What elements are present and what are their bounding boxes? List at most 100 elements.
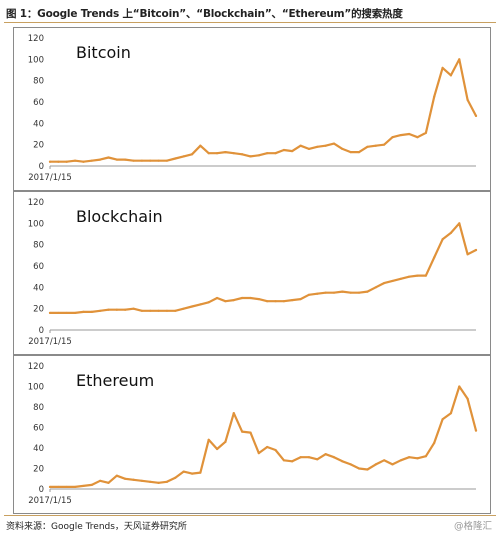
bitcoin-chart-panel: 0 20 40 60 80 100 120 2017/1/15 Bitcoin xyxy=(13,27,491,191)
footer-divider xyxy=(4,515,496,516)
bitcoin-data-point xyxy=(57,160,60,163)
ethereum-data-point xyxy=(408,456,411,459)
bitcoin-data-point xyxy=(466,98,469,101)
bitcoin-chart: 0 20 40 60 80 100 120 2017/1/15 Bitcoin xyxy=(28,34,478,183)
bitcoin-data-point xyxy=(65,160,68,163)
ethereum-data-point xyxy=(383,459,386,462)
blockchain-data-point xyxy=(408,275,411,278)
bitcoin-data-point xyxy=(416,136,419,139)
ethereum-y-tick-label: 0 xyxy=(39,485,44,495)
bitcoin-data-point xyxy=(107,156,110,159)
bitcoin-data-point xyxy=(274,152,277,155)
ethereum-data-point xyxy=(266,445,269,449)
blockchain-data-point xyxy=(332,291,336,294)
blockchain-y-tick-label: 100 xyxy=(28,219,44,229)
blockchain-data-point xyxy=(441,238,444,241)
bitcoin-data-point xyxy=(157,159,160,162)
ethereum-data-point xyxy=(424,455,427,458)
blockchain-data-point xyxy=(383,281,386,285)
ethereum-data-point xyxy=(316,458,319,461)
blockchain-data-point xyxy=(48,311,52,315)
bitcoin-data-point xyxy=(199,144,202,147)
bitcoin-data-point xyxy=(366,145,369,148)
blockchain-data-point xyxy=(307,293,311,296)
bitcoin-y-tick-label: 40 xyxy=(33,119,44,129)
blockchain-data-point xyxy=(391,279,394,283)
ethereum-data-point xyxy=(232,412,235,415)
blockchain-series-line xyxy=(48,222,478,314)
ethereum-chart: 0 20 40 60 80 100 120 2017/1/15 Ethereum xyxy=(28,362,478,506)
ethereum-data-point xyxy=(282,459,285,462)
ethereum-data-point xyxy=(299,456,302,459)
bitcoin-chart-title: Bitcoin xyxy=(76,43,131,62)
ethereum-x-tick-label: 2017/1/15 xyxy=(28,496,72,506)
bitcoin-y-tick-label: 0 xyxy=(39,162,44,172)
bitcoin-data-point xyxy=(324,144,327,147)
ethereum-chart-title: Ethereum xyxy=(76,371,154,390)
bitcoin-data-point xyxy=(383,143,386,146)
bitcoin-data-point xyxy=(140,159,143,162)
blockchain-data-point xyxy=(341,290,344,293)
blockchain-data-point xyxy=(274,300,277,303)
watermark: @格隆汇 xyxy=(453,521,492,532)
blockchain-data-point xyxy=(316,292,319,295)
bitcoin-y-tick-label: 100 xyxy=(28,55,44,65)
bitcoin-y-tick-label: 20 xyxy=(33,141,44,151)
figure-title: 图 1：Google Trends 上“Bitcoin”、“Blockchain… xyxy=(6,8,403,20)
blockchain-data-point xyxy=(299,297,302,301)
blockchain-data-point xyxy=(374,286,377,289)
ethereum-data-point xyxy=(349,463,352,466)
blockchain-data-point xyxy=(65,311,68,315)
ethereum-y-tick-label: 100 xyxy=(28,383,44,393)
ethereum-data-point xyxy=(366,468,369,471)
bitcoin-series-line xyxy=(48,58,478,163)
ethereum-data-point xyxy=(207,438,210,441)
blockchain-data-point xyxy=(291,299,294,302)
ethereum-data-point xyxy=(307,456,311,459)
ethereum-data-point xyxy=(324,453,327,456)
blockchain-data-point xyxy=(257,297,260,301)
bitcoin-data-point xyxy=(399,133,402,137)
ethereum-data-point xyxy=(449,412,453,415)
blockchain-data-point xyxy=(266,300,269,303)
ethereum-data-point xyxy=(140,479,143,482)
ethereum-data-point xyxy=(124,477,127,480)
bitcoin-data-point xyxy=(474,114,478,117)
blockchain-data-point xyxy=(249,296,252,300)
bitcoin-data-point xyxy=(391,136,394,139)
blockchain-data-point xyxy=(82,310,85,313)
bitcoin-data-point xyxy=(441,66,444,69)
ethereum-data-point xyxy=(474,429,478,432)
bitcoin-data-point xyxy=(149,159,152,162)
bitcoin-data-point xyxy=(307,147,311,151)
ethereum-data-point xyxy=(341,460,344,463)
ethereum-y-tick-label: 120 xyxy=(28,362,44,372)
bitcoin-data-point xyxy=(449,74,453,77)
source-note: 资料来源：Google Trends，天风证券研究所 xyxy=(6,522,187,532)
blockchain-data-point xyxy=(199,303,202,306)
blockchain-data-point xyxy=(132,307,135,310)
bitcoin-y-tick-label: 80 xyxy=(33,77,44,87)
blockchain-data-point xyxy=(190,305,194,308)
blockchain-data-point xyxy=(224,300,227,303)
blockchain-data-point xyxy=(474,248,478,252)
blockchain-y-tick-label: 120 xyxy=(28,198,44,208)
bitcoin-data-point xyxy=(433,95,436,98)
bitcoin-data-point xyxy=(48,160,52,163)
ethereum-data-point xyxy=(257,452,260,455)
bitcoin-data-point xyxy=(174,157,177,160)
ethereum-y-tick-label: 20 xyxy=(33,465,44,475)
ethereum-data-point xyxy=(224,440,227,443)
bitcoin-data-point xyxy=(332,142,336,145)
blockchain-data-point xyxy=(366,290,369,293)
ethereum-data-point xyxy=(65,485,68,489)
blockchain-data-point xyxy=(182,307,185,310)
bitcoin-y-tick-label: 120 xyxy=(28,34,44,44)
ethereum-y-tick-label: 60 xyxy=(33,424,44,434)
bitcoin-data-point xyxy=(249,155,252,158)
blockchain-y-tick-label: 40 xyxy=(33,283,44,293)
blockchain-chart: 0 20 40 60 80 100 120 2017/1/15 Blockchain xyxy=(28,198,478,347)
ethereum-chart-panel: 0 20 40 60 80 100 120 2017/1/15 Ethereum xyxy=(13,355,491,514)
title-divider xyxy=(4,22,496,23)
bitcoin-data-point xyxy=(374,144,377,147)
